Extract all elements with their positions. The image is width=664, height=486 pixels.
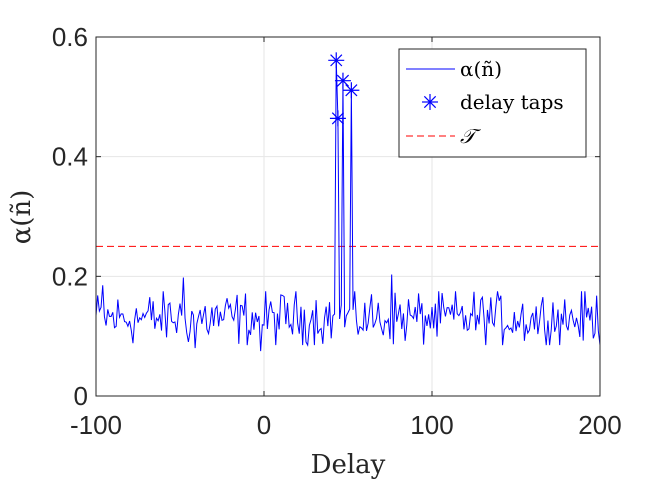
delay-tap-marker <box>328 52 345 69</box>
y-tick-label: 0.4 <box>52 142 88 172</box>
y-tick-label: 0 <box>74 381 88 411</box>
delay-tap-marker <box>334 72 351 89</box>
x-tick-label: 200 <box>578 410 621 440</box>
signal-series-layer <box>95 60 601 352</box>
x-tick-label: 100 <box>410 410 453 440</box>
legend: α(ñ) delay taps 𝒯 <box>398 48 587 158</box>
x-axis-label: Delay <box>311 450 386 480</box>
legend-asterisk-swatch <box>422 94 438 110</box>
y-tick-label: 0.6 <box>52 22 88 52</box>
axes-frame <box>95 36 601 397</box>
legend-entry-delay-taps: delay taps <box>460 90 564 114</box>
tick-marks <box>95 36 601 397</box>
delay-taps-layer <box>328 52 360 127</box>
x-tick-label: 0 <box>257 410 271 440</box>
y-axis-label: α(ñ) <box>7 190 37 245</box>
delay-tap-marker <box>329 110 346 127</box>
y-tick-label: 0.2 <box>52 261 88 291</box>
delay-tap-marker <box>343 82 360 99</box>
legend-asterisk-marker <box>422 94 438 110</box>
signal-line <box>95 60 601 352</box>
x-tick-label: -100 <box>70 410 122 440</box>
legend-entry-signal: α(ñ) <box>460 57 502 81</box>
